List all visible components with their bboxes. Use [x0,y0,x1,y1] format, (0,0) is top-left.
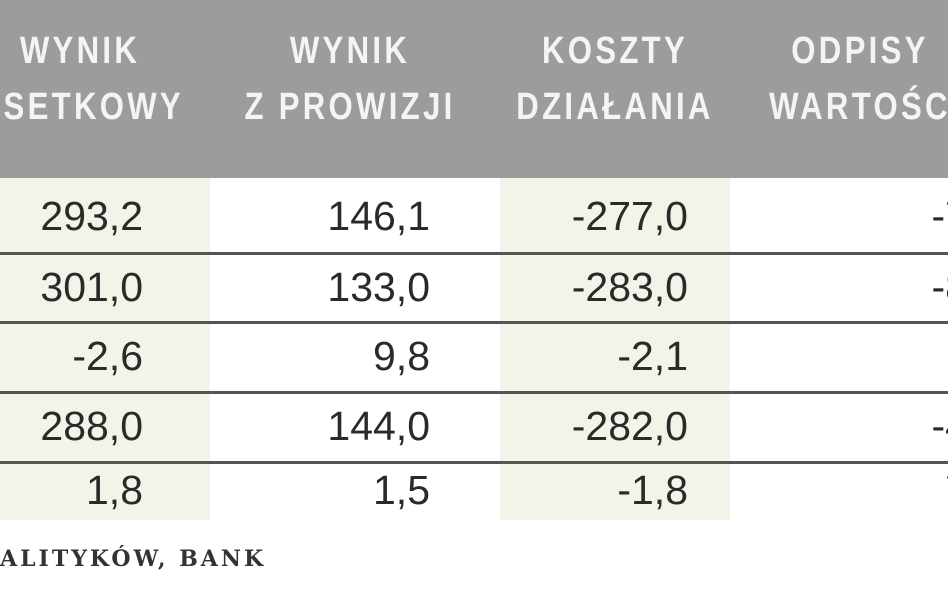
table-cell: -1,8 [617,467,688,513]
source-note: ALITYKÓW, BANK [0,546,267,572]
table-cell: -277,0 [571,192,688,239]
table-cell: 288,0 [40,403,143,449]
table-cell: -2,1 [617,333,688,379]
table-cell: 9,8 [373,333,430,379]
column-header: WYNIK [19,30,141,72]
table-cell: 301,0 [40,263,143,310]
table-cell: 1,5 [373,467,430,513]
row-divider [0,321,948,324]
column-header: WYNIK [289,30,411,72]
column-header: DZIAŁANIA [516,86,714,128]
column-header: Z PROWIZJI [244,86,456,128]
column-header: WARTOŚC [769,86,948,128]
table-cell: -7 [931,192,948,239]
table-cell: -283,0 [571,263,688,310]
table-cell: 133,0 [327,263,430,310]
column-header: KOSZTY [541,30,689,72]
row-divider [0,391,948,394]
table-cell: 7 [945,467,948,514]
row-divider [0,461,948,464]
column-header: ODPISY [791,30,929,72]
table-cell: 293,2 [40,192,143,239]
table-cell: 144,0 [327,403,430,449]
table-cell: -282,0 [571,403,688,449]
table-cell: -2,6 [72,333,143,379]
table-cell: -4 [931,403,948,449]
column-header: OSETKOWY [0,86,185,128]
table-cell: -8 [931,263,948,310]
row-divider [0,252,948,255]
header-band [0,0,948,178]
table-cell: 146,1 [327,192,430,239]
table-cell: 1,8 [86,467,143,513]
